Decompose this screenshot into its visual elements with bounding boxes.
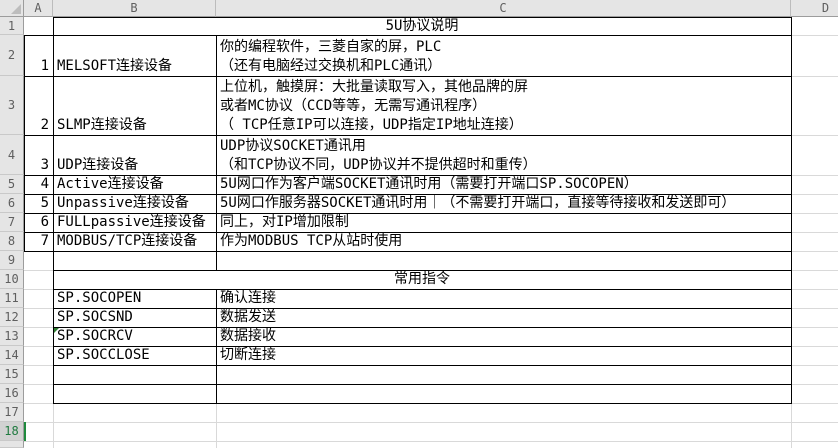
row-header-16[interactable]: 16	[0, 384, 24, 403]
table-border-line	[791, 17, 792, 404]
cell-c8-desc[interactable]: 作为MODBUS TCP从站时使用	[220, 233, 403, 249]
commands-table-title-cell[interactable]: 常用指令	[394, 271, 450, 287]
table-border-line	[216, 35, 217, 251]
cell-c4-desc[interactable]: UDP协议SOCKET通讯用 （和TCP协议不同，UDP协议并不提供超时和重传）	[220, 138, 537, 173]
cell-a7[interactable]: 6	[40, 214, 49, 230]
cell-c5-desc[interactable]: 5U网口作为客户端SOCKET通讯时用（需要打开端口SP.SOCOPEN）	[220, 176, 638, 192]
cell-b14-code[interactable]: SP.SOCCLOSE	[57, 347, 150, 363]
row-header-11[interactable]: 11	[0, 289, 24, 308]
table-border-line	[24, 35, 25, 252]
row-header-7[interactable]: 7	[0, 213, 24, 232]
table-border-line	[24, 175, 792, 176]
cell-b11-code[interactable]: SP.SOCOPEN	[57, 290, 142, 306]
row-header-partial	[0, 441, 24, 448]
cell-c13-desc[interactable]: 数据接收	[220, 328, 276, 344]
table-border-line	[53, 17, 54, 404]
cell-c2-desc[interactable]: 你的编程软件，三菱自家的屏，PLC （还有电脑经过交换机和PLC通讯）	[220, 39, 442, 74]
cell-b3-device[interactable]: SLMP连接设备	[57, 117, 147, 133]
cell-b5-device[interactable]: Active连接设备	[57, 176, 164, 192]
table-border-line	[53, 365, 792, 366]
table-border-line	[24, 76, 792, 77]
row-header-10[interactable]: 10	[0, 270, 24, 289]
row-header-13[interactable]: 13	[0, 327, 24, 346]
cell-c11-desc[interactable]: 确认连接	[220, 290, 276, 306]
row-header-1[interactable]: 1	[0, 17, 24, 35]
table-border-line	[53, 270, 792, 271]
gridline	[24, 422, 838, 423]
row-header-15[interactable]: 15	[0, 365, 24, 384]
row-header-2[interactable]: 2	[0, 35, 24, 76]
row-header-9[interactable]: 9	[0, 251, 24, 270]
cell-a4[interactable]: 3	[40, 157, 49, 173]
table-border-line	[53, 403, 792, 404]
table-border-line	[24, 35, 792, 36]
cell-c7-desc[interactable]: 同上，对IP增加限制	[220, 214, 349, 230]
table-bg	[53, 17, 791, 35]
cell-b2-device[interactable]: MELSOFT连接设备	[57, 58, 173, 74]
cell-c6-desc[interactable]: 5U网口作服务器SOCKET通讯时用｜（不需要打开端口，直接等待接收和发送即可）	[220, 195, 736, 211]
cell-a2[interactable]: 1	[40, 58, 49, 74]
table-border-line	[24, 251, 792, 252]
cell-a8[interactable]: 7	[40, 233, 49, 249]
cell-a3[interactable]: 2	[40, 117, 49, 133]
select-all-triangle-icon	[11, 4, 21, 14]
cell-a5[interactable]: 4	[40, 176, 49, 192]
row-header-5[interactable]: 5	[0, 175, 24, 194]
table-border-line	[53, 17, 792, 18]
table-border-line	[53, 346, 792, 347]
active-cell-selection-border	[24, 422, 26, 441]
column-header-d[interactable]: D	[791, 0, 838, 17]
row-header-18[interactable]: 18	[0, 422, 24, 441]
cell-b4-device[interactable]: UDP连接设备	[57, 157, 139, 173]
table-bg	[24, 35, 791, 251]
column-header-b[interactable]: B	[53, 0, 216, 17]
gridline	[24, 441, 838, 442]
table-border-line	[24, 213, 792, 214]
cell-b6-device[interactable]: Unpassive连接设备	[57, 195, 189, 211]
table-border-line	[24, 135, 792, 136]
table-border-line	[53, 384, 792, 385]
row-header-12[interactable]: 12	[0, 308, 24, 327]
select-all-corner[interactable]	[0, 0, 24, 17]
protocol-table-title-cell[interactable]: 5U协议说明	[385, 17, 459, 34]
table-border-line	[24, 232, 792, 233]
cell-c12-desc[interactable]: 数据发送	[220, 309, 276, 325]
row-header-6[interactable]: 6	[0, 194, 24, 213]
cell-c14-desc[interactable]: 切断连接	[220, 347, 276, 363]
column-header-c[interactable]: C	[216, 0, 791, 17]
row-header-8[interactable]: 8	[0, 232, 24, 251]
cell-b12-code[interactable]: SP.SOCSND	[57, 309, 133, 325]
row-header-17[interactable]: 17	[0, 403, 24, 422]
row-header-3[interactable]: 3	[0, 76, 24, 135]
table-border-line	[216, 289, 217, 403]
cell-c3-desc[interactable]: 上位机，触摸屏：大批量读取写入，其他品牌的屏 或者MC协议（CCD等等，无需写通…	[220, 79, 528, 133]
table-border-line	[24, 194, 792, 195]
cell-a6[interactable]: 5	[40, 195, 49, 211]
table-border-line	[53, 327, 792, 328]
cell-b7-device[interactable]: FULLpassive连接设备	[57, 214, 206, 230]
cell-b13-code[interactable]: SP.SOCRCV	[57, 328, 133, 344]
column-header-a[interactable]: A	[24, 0, 53, 17]
table-border-line	[53, 289, 792, 290]
row-header-14[interactable]: 14	[0, 346, 24, 365]
cell-b8-device[interactable]: MODBUS/TCP连接设备	[57, 233, 198, 249]
table-border-line	[216, 251, 217, 270]
row-header-4[interactable]: 4	[0, 135, 24, 175]
table-border-line	[53, 308, 792, 309]
comment-indicator-icon	[54, 328, 59, 333]
